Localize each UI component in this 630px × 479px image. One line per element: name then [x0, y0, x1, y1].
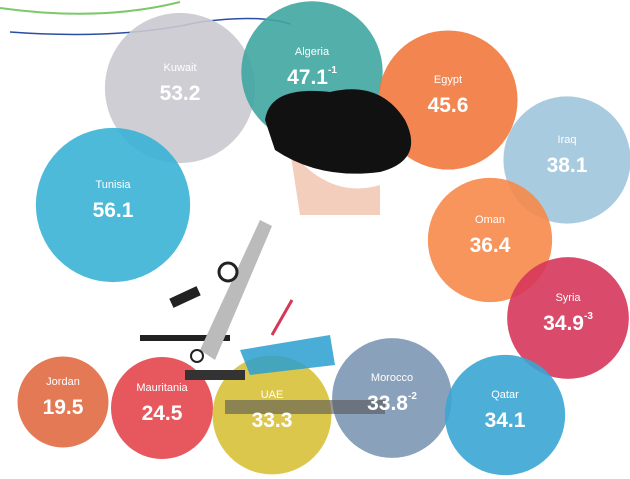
chart: Kuwait 53.2 Algeria 47.1-1 Egypt 45.6 Iraq 38.1… — [0, 0, 630, 479]
country-label: Qatar — [491, 389, 519, 401]
superscript: -2 — [408, 391, 417, 402]
value: 24.5 — [142, 402, 183, 425]
value: 36.4 — [470, 234, 511, 257]
value-label: 19.5 — [43, 396, 84, 419]
country-label: Morocco — [371, 372, 413, 384]
value-label: 33.3 — [252, 409, 293, 432]
superscript: -3 — [584, 311, 593, 322]
value: 34.1 — [485, 409, 526, 432]
value: 38.1 — [547, 154, 588, 177]
country-label: Kuwait — [163, 62, 196, 74]
country-label: Jordan — [46, 376, 80, 388]
country-label: Oman — [475, 214, 505, 226]
value: 47.1 — [287, 66, 328, 89]
value: 33.3 — [252, 409, 293, 432]
value: 33.8 — [367, 392, 408, 415]
scribble — [0, 2, 180, 14]
page: {"chart_data": {"type": "bubble", "categ… — [0, 0, 630, 479]
value: 56.1 — [93, 199, 134, 222]
country-label: Iraq — [558, 134, 577, 146]
value-label: 45.6 — [428, 94, 469, 117]
superscript: -1 — [328, 65, 337, 76]
value-label: 36.4 — [470, 234, 511, 257]
country-label: UAE — [261, 389, 284, 401]
value: 45.6 — [428, 94, 469, 117]
value: 53.2 — [160, 82, 201, 105]
country-label: Tunisia — [95, 179, 131, 191]
country-label: Mauritania — [136, 382, 188, 394]
country-label: Syria — [555, 292, 581, 304]
value: 19.5 — [43, 396, 84, 419]
value-label: 38.1 — [547, 154, 588, 177]
value: 34.9 — [543, 312, 584, 335]
country-label: Algeria — [295, 46, 330, 58]
value-label: 56.1 — [93, 199, 134, 222]
value-label: 53.2 — [160, 82, 201, 105]
value-label: 34.1 — [485, 409, 526, 432]
country-label: Egypt — [434, 74, 462, 86]
value-label: 24.5 — [142, 402, 183, 425]
